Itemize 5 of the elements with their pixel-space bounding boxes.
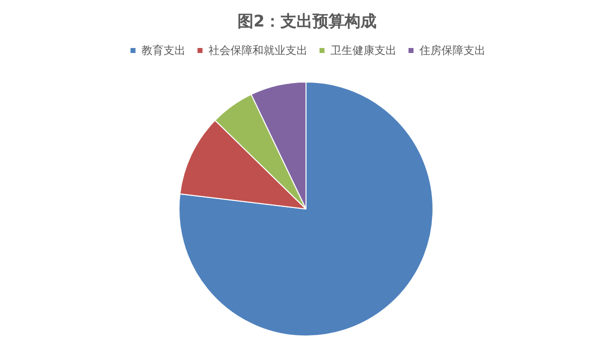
legend-label: 社会保障和就业支出 (208, 44, 308, 57)
legend-label: 教育支出 (142, 44, 186, 57)
legend-label: 住房保障支出 (420, 44, 486, 57)
chart-title: 图2：支出预算构成 (237, 12, 377, 30)
legend-label: 卫生健康支出 (330, 44, 396, 57)
